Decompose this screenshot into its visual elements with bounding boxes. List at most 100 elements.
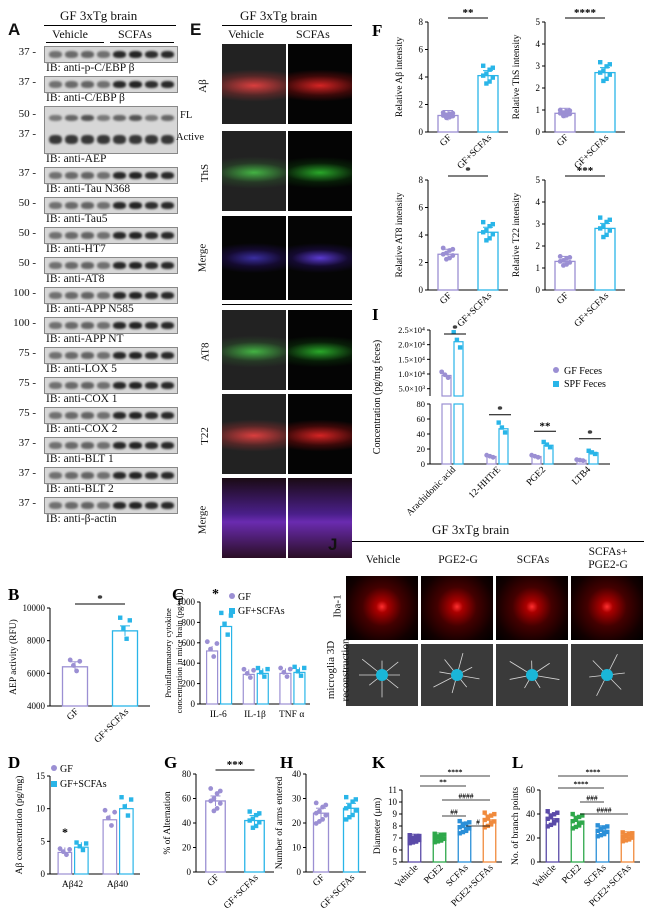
data-point (407, 840, 412, 846)
significance-label: ### (586, 794, 598, 803)
data-point (102, 807, 108, 813)
blot-band (161, 292, 174, 299)
data-point (302, 665, 307, 671)
data-point (548, 813, 554, 818)
microglia-reconstruction (421, 644, 493, 706)
blot-band (81, 352, 94, 359)
blot-band (129, 262, 142, 269)
y-tick-label: 40 (182, 818, 192, 828)
data-point (445, 375, 451, 381)
data-point (567, 260, 573, 265)
blot-band (65, 51, 78, 58)
data-point (484, 71, 489, 76)
y-axis-label: AEP activity (RFU) (8, 619, 19, 695)
data-point (607, 72, 612, 77)
panel-letter: L (512, 753, 523, 772)
iba1-image (346, 576, 418, 640)
blot-band (97, 352, 110, 359)
data-point (557, 253, 563, 259)
x-tick-label: GF (65, 707, 81, 723)
blot-band (65, 412, 78, 419)
y-tick-label: 5 (536, 175, 541, 185)
blot-band (81, 232, 94, 239)
panel-e-group-scfas: SCFAs (296, 27, 330, 41)
significance-label: ## (450, 808, 458, 817)
significance-label: * (97, 593, 103, 605)
blot-band (97, 81, 110, 88)
panel-e-separator (222, 304, 352, 305)
data-point (292, 664, 297, 670)
blot-band (65, 172, 78, 179)
blot-mw-label: 37 - (18, 128, 36, 140)
significance-label: *** (577, 165, 594, 177)
significance-label: * (452, 323, 458, 335)
blot-band (49, 412, 62, 419)
y-tick-label: 1 (536, 263, 541, 273)
legend-marker-scfa (229, 608, 235, 614)
blot-band (65, 382, 78, 389)
data-point (576, 814, 582, 820)
blot-band (65, 322, 78, 329)
data-point (440, 251, 446, 257)
micrograph (288, 44, 352, 124)
y-tick-label: 3 (536, 61, 541, 71)
y-tick-label: 0 (297, 867, 302, 877)
blot-mw-label: 50 - (18, 257, 36, 269)
microglia-soma (376, 669, 388, 681)
data-point (555, 818, 560, 823)
bar (206, 650, 219, 705)
data-point (598, 215, 603, 220)
blot-band (145, 442, 158, 449)
data-point (630, 835, 635, 840)
data-point (598, 60, 603, 65)
data-point (122, 804, 127, 809)
blot-band (65, 232, 78, 239)
legend-label-scfa: GF+SCFAs (238, 606, 285, 617)
data-point (413, 834, 419, 840)
data-point (208, 646, 213, 652)
blot-band (81, 81, 94, 88)
blot-ib-label: IB: anti-AT8 (46, 273, 105, 285)
data-point (109, 823, 114, 828)
blot-ib-label: IB: anti-p-C/EBP β (46, 62, 135, 74)
data-point (241, 666, 247, 672)
y-tick-label: 15 (36, 771, 46, 781)
data-point (604, 76, 609, 82)
y-axis-label: Aβ concentration (pg/mg) (14, 776, 25, 875)
y-tick-label: 1.5×10⁴ (398, 354, 425, 364)
y-tick-label: 400 (182, 658, 196, 668)
blot-band (65, 262, 78, 269)
blot-band (65, 472, 78, 479)
legend-marker-scfa (51, 781, 57, 787)
data-point (253, 812, 259, 818)
y-tick-label: 5 (393, 857, 398, 867)
data-point (295, 669, 301, 674)
y-tick-label: 60 (526, 785, 536, 795)
blot-band (129, 135, 142, 144)
data-point (344, 817, 349, 822)
data-point (440, 245, 446, 251)
blot-band (81, 135, 94, 144)
data-point (247, 675, 253, 680)
blot-mw-label: 75 - (18, 407, 36, 419)
data-point (287, 666, 293, 672)
panel-e-letter: E (190, 20, 202, 39)
data-point (124, 636, 129, 641)
microglia-soma (451, 669, 463, 681)
blot-band (65, 292, 78, 299)
blot-ib-label: IB: anti-AEP (46, 153, 107, 165)
data-point (488, 820, 494, 826)
blot-band (97, 412, 110, 419)
blot-band (49, 472, 62, 479)
x-tick-label: GF (206, 873, 222, 889)
panel-j-group-line1: Vehicle (365, 554, 401, 566)
blot-band (129, 502, 142, 509)
legend-label-gf: GF (238, 592, 251, 603)
data-point (407, 833, 412, 838)
y-tick-label: 4 (419, 72, 424, 82)
data-point (490, 75, 495, 80)
data-point (432, 831, 437, 836)
data-point (112, 809, 118, 815)
data-point (442, 832, 447, 837)
